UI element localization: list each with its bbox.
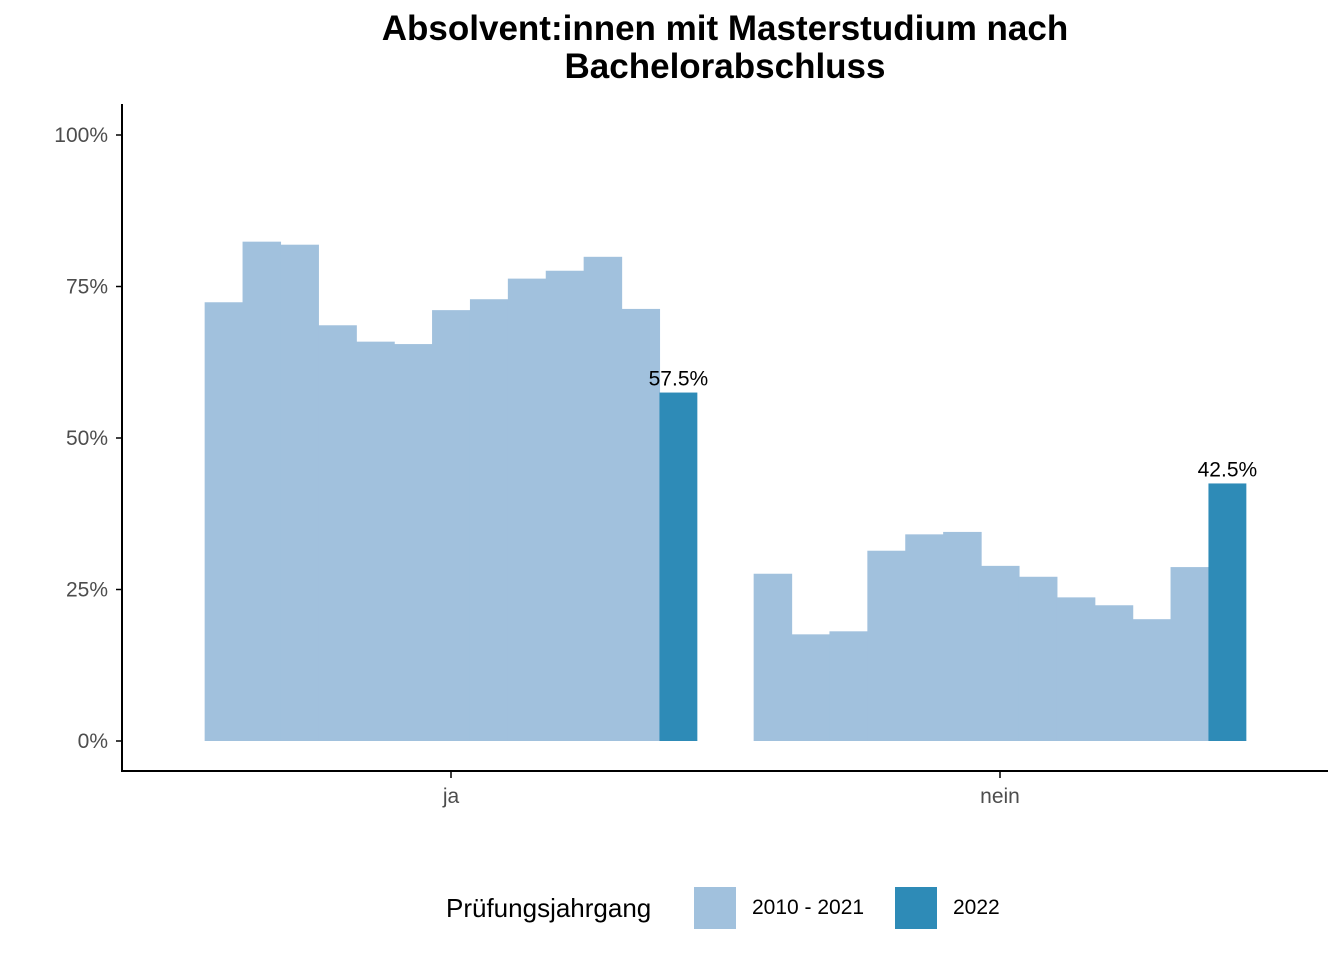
legend: Prüfungsjahrgang 2010 - 2021 2022 xyxy=(0,885,1344,931)
bar-ja-2010-2021-11 xyxy=(583,256,623,741)
bar-ja-2010-2021-7 xyxy=(432,310,471,741)
bar-ja-2010-2021-9 xyxy=(507,278,547,741)
bar-nein-2010-2021-6 xyxy=(943,531,982,741)
bar-ja-2010-2021-8 xyxy=(469,299,509,741)
bar-ja-2010-2021-10 xyxy=(545,270,585,741)
bar-nein-2010-2021-12 xyxy=(1170,567,1210,741)
y-tick-label: 25% xyxy=(66,579,108,602)
bar-ja-2010-2021-3 xyxy=(280,244,319,741)
bar-nein-2010-2021-1 xyxy=(753,573,793,741)
legend-key-2010-2021 xyxy=(694,887,736,929)
bars-group xyxy=(204,241,1247,741)
bar-nein-2010-2021-4 xyxy=(867,550,906,741)
chart-title: Absolvent:innen mit Masterstudium nach B… xyxy=(125,10,1325,86)
y-tick-label: 0% xyxy=(78,730,108,753)
bar-nein-2010-2021-11 xyxy=(1132,619,1172,741)
bar-ja-2022 xyxy=(659,392,698,741)
chart-title-line-1: Absolvent:innen mit Masterstudium nach xyxy=(381,9,1069,48)
y-tick-label: 100% xyxy=(54,124,108,147)
legend-label-2022: 2022 xyxy=(953,896,1000,919)
chart-title-line-2: Bachelorabschluss xyxy=(564,47,886,86)
bar-nein-2010-2021-10 xyxy=(1094,605,1134,741)
bar-ja-2010-2021-4 xyxy=(318,325,357,741)
bar-nein-2010-2021-5 xyxy=(905,534,944,741)
bar-ja-2010-2021-2 xyxy=(242,241,282,741)
bar-nein-2010-2021-7 xyxy=(981,565,1020,741)
legend-title: Prüfungsjahrgang xyxy=(446,893,652,923)
bar-nein-2010-2021-8 xyxy=(1018,576,1058,741)
data-label-ja-2022: 57.5% xyxy=(649,368,709,391)
bar-chart: 57.5% 42.5% 0% 25% 50% 75% 100% ja nein xyxy=(54,104,1328,808)
bar-ja-2010-2021-5 xyxy=(356,341,395,741)
bar-nein-2022 xyxy=(1208,483,1247,741)
bar-nein-2010-2021-9 xyxy=(1056,597,1096,741)
y-tick-label: 75% xyxy=(66,276,108,299)
legend-label-2010-2021: 2010 - 2021 xyxy=(752,896,865,919)
bar-ja-2010-2021-1 xyxy=(204,302,244,741)
y-tick-label: 50% xyxy=(66,427,108,450)
data-labels-group: 57.5% 42.5% xyxy=(649,368,1258,482)
bar-nein-2010-2021-3 xyxy=(829,631,868,741)
legend-key-2022 xyxy=(895,887,937,929)
bar-nein-2010-2021-2 xyxy=(791,634,831,741)
x-tick-label-ja: ja xyxy=(442,785,460,808)
bar-ja-2010-2021-6 xyxy=(394,344,433,741)
bar-ja-2010-2021-12 xyxy=(621,308,661,741)
x-tick-label-nein: nein xyxy=(980,785,1020,808)
data-label-nein-2022: 42.5% xyxy=(1198,458,1258,481)
axes-group: 0% 25% 50% 75% 100% ja nein xyxy=(54,104,1328,808)
